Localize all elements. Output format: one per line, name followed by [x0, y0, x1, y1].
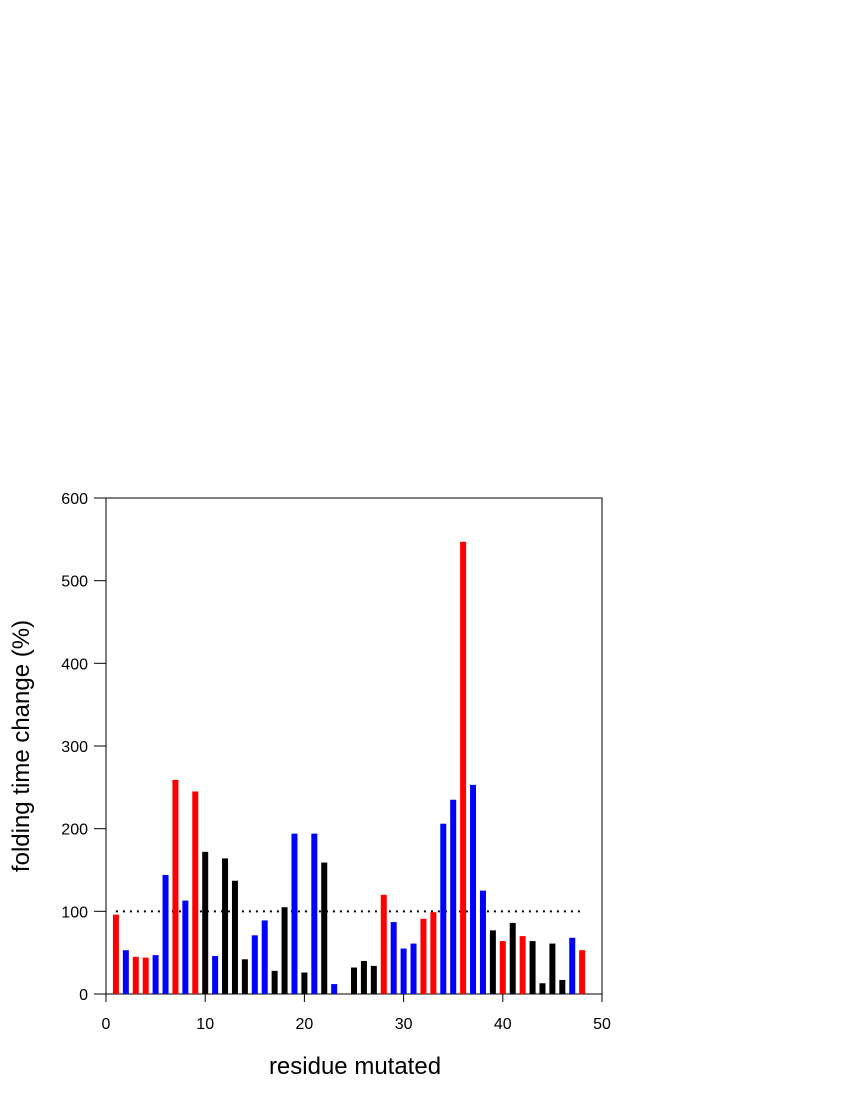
bar — [370, 965, 377, 994]
bar — [222, 858, 229, 994]
bar — [331, 984, 338, 994]
y-tick-label: 100 — [61, 904, 88, 921]
bar — [351, 967, 357, 994]
y-tick-label: 0 — [79, 987, 88, 1004]
bar — [321, 862, 328, 994]
y-tick-label: 500 — [61, 574, 88, 591]
y-tick-label: 400 — [61, 656, 88, 673]
y-axis: 0 100 200 300 400 500 600 — [61, 491, 106, 1004]
bar — [390, 922, 397, 994]
bar — [450, 799, 457, 994]
bar — [380, 894, 387, 994]
bar — [440, 823, 447, 994]
x-tick-label: 30 — [395, 1016, 413, 1033]
bar — [420, 918, 427, 994]
bar — [509, 922, 516, 994]
bar — [569, 937, 576, 994]
bar — [430, 912, 437, 994]
x-axis: 0 10 20 30 40 50 — [102, 994, 611, 1033]
x-tick-label: 40 — [494, 1016, 512, 1033]
bar — [559, 979, 566, 994]
bar — [301, 972, 308, 994]
y-tick-label: 600 — [61, 491, 88, 508]
bar — [212, 955, 219, 994]
bar — [112, 914, 119, 994]
bar — [311, 833, 318, 994]
y-tick-label: 200 — [61, 822, 88, 839]
x-tick-label: 50 — [593, 1016, 611, 1033]
bar — [410, 943, 417, 994]
bar — [460, 541, 467, 994]
bar — [271, 970, 278, 994]
bar — [231, 880, 238, 994]
bar — [261, 920, 268, 994]
bar — [172, 779, 179, 994]
plot-frame — [105, 497, 603, 995]
bars-layer — [112, 541, 586, 994]
bar — [241, 959, 248, 994]
bar — [142, 957, 149, 994]
bar — [182, 900, 189, 994]
x-tick-label: 10 — [196, 1016, 214, 1033]
x-axis-title: residue mutated — [269, 1053, 441, 1080]
bar — [400, 948, 407, 994]
bar — [152, 955, 159, 994]
bar — [360, 960, 367, 994]
x-tick-label: 20 — [296, 1016, 314, 1033]
bar — [251, 935, 258, 994]
bar — [499, 941, 506, 994]
bar — [539, 983, 546, 994]
y-tick-label: 300 — [61, 739, 88, 756]
bar — [192, 791, 199, 994]
bar — [549, 943, 556, 994]
y-axis-title: folding time change (%) — [8, 620, 35, 872]
bar — [479, 890, 486, 994]
bar — [291, 833, 298, 994]
bar — [519, 936, 526, 994]
bar — [281, 907, 288, 994]
bar — [489, 930, 496, 994]
bar — [162, 874, 169, 994]
x-tick-label: 0 — [102, 1016, 111, 1033]
bar — [132, 956, 139, 994]
bar — [122, 950, 129, 994]
bar — [529, 941, 536, 994]
bar — [202, 851, 209, 994]
bar — [470, 784, 477, 994]
bar — [579, 950, 586, 994]
